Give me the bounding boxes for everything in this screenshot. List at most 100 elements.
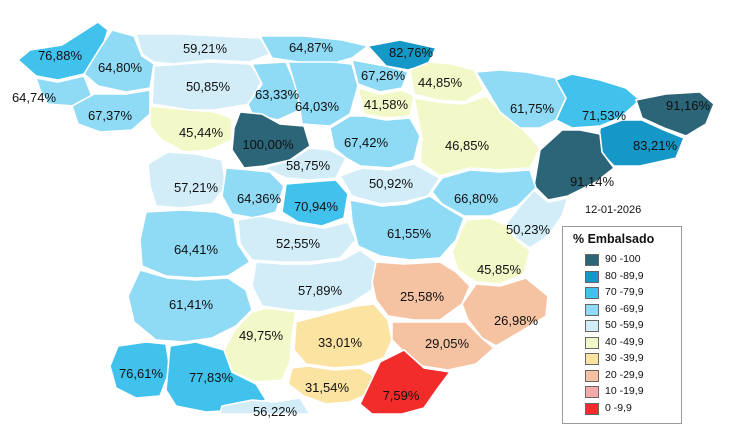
region-36 — [461, 277, 549, 347]
legend-label: 0 -9,9 — [605, 401, 632, 414]
region-13 — [149, 105, 233, 153]
region-value-label: 50,85% — [185, 79, 231, 94]
legend-label: 40 -49,9 — [605, 335, 644, 348]
legend: % Embalsado 90 -100 80 -89,9 70 -79,9 60 -6… — [562, 226, 682, 424]
legend-swatch — [585, 386, 599, 398]
region-value-label: 41,58% — [363, 97, 409, 112]
legend-swatch — [585, 303, 599, 316]
legend-title: % Embalsado — [573, 232, 655, 246]
region-value-label: 66,80% — [453, 191, 499, 206]
region-value-label: 25,58% — [399, 289, 445, 304]
region-33 — [251, 249, 377, 313]
region-value-label: 46,85% — [444, 138, 490, 153]
legend-swatch — [585, 402, 599, 415]
legend-swatch — [585, 320, 599, 332]
region-value-label: 67,37% — [87, 108, 133, 123]
region-38 — [293, 303, 393, 369]
region-value-label: 29,05% — [424, 336, 470, 351]
legend-swatch — [585, 254, 599, 266]
region-value-label: 91,16% — [665, 98, 711, 113]
region-value-label: 63,33% — [254, 87, 300, 102]
region-value-label: 91,14% — [569, 174, 615, 189]
region-25 — [281, 179, 349, 227]
region-31 — [349, 195, 465, 261]
legend-swatch — [585, 369, 599, 382]
region-value-label: 57,21% — [173, 180, 219, 195]
legend-swatch — [585, 353, 599, 365]
region-12 — [356, 86, 415, 119]
region-value-label: 26,98% — [493, 313, 539, 328]
region-29 — [139, 209, 252, 279]
region-value-label: 71,53% — [581, 108, 627, 123]
region-value-label: 64,80% — [97, 60, 143, 75]
region-4 — [134, 33, 272, 65]
region-26 — [338, 163, 442, 205]
region-value-label: 76,88% — [37, 48, 83, 63]
region-11 — [286, 61, 359, 127]
region-19 — [554, 73, 642, 129]
region-43 — [359, 349, 452, 414]
region-value-label: 64,03% — [294, 99, 340, 114]
region-value-label: 59,21% — [182, 41, 228, 56]
region-value-label: 45,44% — [178, 125, 224, 140]
region-value-label: 77,83% — [188, 370, 234, 385]
region-value-label: 52,55% — [275, 236, 321, 251]
region-value-label: 61,41% — [168, 297, 214, 312]
region-value-label: 64,41% — [173, 242, 219, 257]
region-40 — [109, 341, 171, 399]
region-9 — [409, 61, 486, 103]
region-34 — [371, 261, 471, 321]
region-value-label: 45,85% — [476, 262, 522, 277]
region-value-label: 50,23% — [505, 222, 551, 237]
region-value-label: 7,59% — [382, 388, 420, 403]
legend-label: 50 -59,9 — [605, 319, 644, 331]
region-30 — [237, 215, 357, 263]
region-39 — [391, 321, 496, 371]
region-value-label: 49,75% — [238, 328, 284, 343]
region-27 — [430, 169, 537, 217]
region-value-label: 64,74% — [11, 90, 57, 105]
region-23 — [147, 151, 227, 209]
region-value-label: 82,76% — [388, 45, 434, 60]
legend-date: 12-01-2026 — [585, 204, 642, 216]
region-44 — [219, 397, 311, 414]
legend-label: 80 -89,9 — [605, 269, 644, 282]
legend-label: 90 -100 — [605, 253, 641, 265]
region-value-label: 61,75% — [509, 101, 555, 116]
region-value-label: 50,92% — [368, 176, 414, 191]
region-value-label: 56,22% — [252, 404, 298, 419]
legend-label: 70 -79,9 — [605, 286, 644, 298]
region-10 — [247, 61, 301, 121]
region-value-label: 31,54% — [304, 380, 350, 395]
region-20 — [634, 91, 715, 137]
region-16 — [329, 115, 421, 169]
legend-label: 20 -29,9 — [605, 368, 644, 381]
region-value-label: 76,61% — [118, 366, 164, 381]
region-value-label: 61,55% — [386, 226, 432, 241]
legend-label: 10 -19,9 — [605, 385, 644, 397]
region-value-label: 64,87% — [288, 40, 334, 55]
region-22 — [533, 129, 616, 201]
region-value-label: 70,94% — [293, 199, 339, 214]
region-value-label: 100,00% — [242, 137, 294, 152]
region-32 — [451, 217, 531, 285]
region-value-label: 57,89% — [297, 283, 343, 298]
region-value-label: 33,01% — [317, 335, 363, 350]
region-17 — [412, 95, 541, 177]
region-1 — [82, 29, 155, 93]
legend-swatch — [585, 270, 599, 283]
region-24 — [221, 167, 285, 219]
region-value-label: 67,42% — [343, 135, 389, 150]
reservoir-map — [16, 21, 715, 414]
region-6 — [258, 35, 370, 65]
region-value-label: 64,36% — [236, 191, 282, 206]
legend-swatch — [585, 287, 599, 299]
legend-swatch — [585, 336, 599, 349]
legend-label: 60 -69,9 — [605, 302, 644, 315]
region-value-label: 83,21% — [632, 138, 678, 153]
region-value-label: 67,26% — [360, 68, 406, 83]
region-value-label: 58,75% — [285, 158, 331, 173]
region-35 — [127, 269, 253, 343]
region-41 — [165, 341, 268, 413]
legend-label: 30 -39,9 — [605, 352, 644, 364]
